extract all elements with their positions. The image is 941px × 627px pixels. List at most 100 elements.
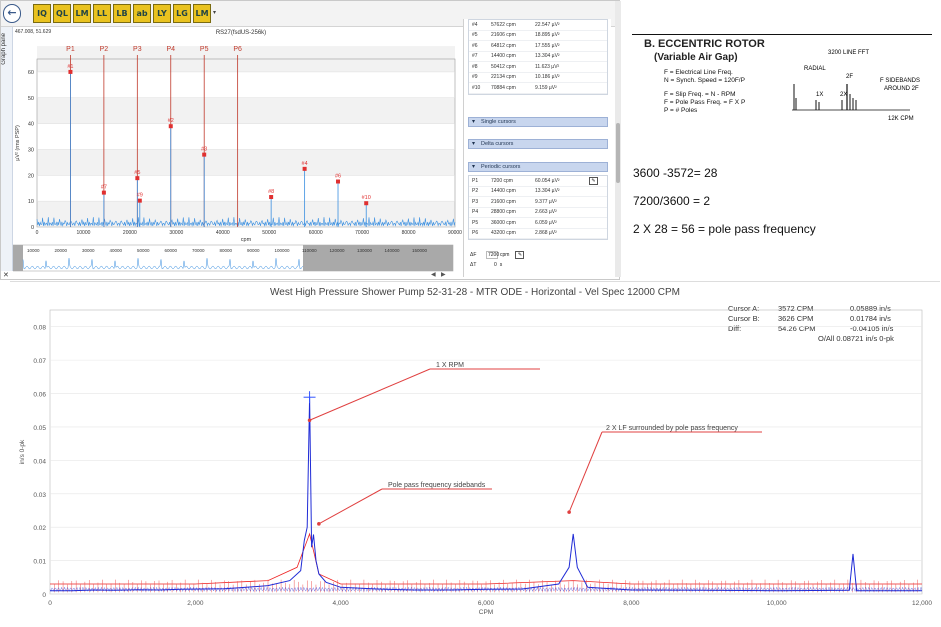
- scrollbar-thumb[interactable]: [616, 123, 620, 183]
- tool-ll-button[interactable]: LL: [93, 4, 111, 23]
- bottom-spectrum-chart[interactable]: 0 0.01 0.02 0.03 0.04 0.05 0.06 0.07 0.08 0 2,000 4…: [10, 282, 940, 626]
- reference-top-rule: [632, 34, 932, 35]
- tool-ly-button[interactable]: LY: [153, 4, 171, 23]
- delta-f-edit-icon[interactable]: ✎: [515, 251, 525, 259]
- diff-x: 54.26 CPM: [778, 324, 816, 333]
- peak-cursor-row[interactable]: #5 21606 cpm 18.895 µV²: [469, 31, 607, 41]
- periodic-cursor-row[interactable]: P1 7200 cpm 60.054 µV² ✎: [469, 176, 607, 187]
- delta-t-unit: s: [499, 262, 503, 268]
- equation-3: 2 X 28 = 56 = pole pass frequency: [633, 222, 816, 236]
- periodic-cursors-header[interactable]: Periodic cursors: [468, 162, 608, 172]
- back-button[interactable]: ←: [3, 4, 21, 23]
- periodic-cursor-label: P3: [133, 46, 142, 53]
- x-tick-label: 12,000: [912, 600, 932, 607]
- periodic-cursor-id: P5: [472, 219, 479, 226]
- peak-marker: [202, 152, 207, 157]
- x-tick-label: 4,000: [333, 600, 350, 607]
- scroll-right-icon[interactable]: ▶: [441, 272, 446, 278]
- tool-ql-button[interactable]: QL: [53, 4, 71, 23]
- tool-lm-button[interactable]: LM: [73, 4, 91, 23]
- delta-f-row: ΔF 7200 cpm ✎: [470, 251, 525, 259]
- periodic-cursor-row[interactable]: P6 43200 cpm 2.868 µV²: [469, 229, 607, 239]
- reference-line-4: F = Pole Pass Freq. = F X P: [664, 99, 746, 106]
- peak-marker: [168, 124, 173, 129]
- delta-cursors-header[interactable]: Delta cursors: [468, 139, 608, 149]
- peak-marker: [101, 190, 106, 195]
- periodic-cursor-freq: 14400 cpm: [491, 188, 516, 195]
- delta-f-input[interactable]: 7200: [486, 251, 500, 259]
- y-tick-label: 0.05: [33, 425, 46, 432]
- annotation-point: [317, 522, 321, 526]
- close-icon[interactable]: ✕: [3, 272, 9, 279]
- peak-cursor-row[interactable]: #4 57622 cpm 22.547 µV²: [469, 20, 607, 31]
- peak-cursor-freq: 64812 cpm: [491, 42, 516, 49]
- peak-cursor-row[interactable]: #10 70884 cpm 9.159 µV²: [469, 83, 607, 94]
- periodic-cursor-id: P6: [472, 230, 479, 237]
- overview-tick-label: 40000: [110, 248, 123, 253]
- periodic-cursor-row[interactable]: P5 36000 cpm 6.059 µV²: [469, 218, 607, 229]
- y-tick-label: 0.06: [33, 392, 46, 399]
- peak-cursor-value: 22.547 µV²: [535, 21, 560, 28]
- cursor-b-x: 3626 CPM: [778, 314, 814, 323]
- peak-marker: [302, 166, 307, 171]
- periodic-cursor-table: P1 7200 cpm 60.054 µV² ✎ P2 14400 cpm 13.304 µ…: [468, 175, 608, 240]
- annotation-label: 2 X LF surrounded by pole pass frequency: [606, 425, 738, 432]
- periodic-cursor-row[interactable]: P4 28800 cpm 2.663 µV²: [469, 208, 607, 218]
- peak-cursor-id: #8: [472, 63, 478, 70]
- top-spectrum-chart[interactable]: 0 10 20 30 40 50 60 0 10000 20000 30000 40000 50000 6…: [13, 35, 463, 275]
- peak-cursor-row[interactable]: #8 50412 cpm 11.623 µV²: [469, 62, 607, 73]
- x-tick-label: 40000: [216, 230, 230, 236]
- cursor-b-y: 0.01784 in/s: [850, 314, 891, 323]
- peak-marker: [137, 198, 142, 203]
- reference-line-3: F = Slip Freq. = N - RPM: [664, 91, 736, 98]
- tool-iq-button[interactable]: IQ: [33, 4, 51, 23]
- delta-t-row: ΔT 0 s: [470, 262, 502, 268]
- peak-label: #10: [362, 195, 371, 201]
- tool-lg-button[interactable]: LG: [173, 4, 191, 23]
- equation-1: 3600 -3572= 28: [633, 166, 718, 180]
- x-tick-label: 6,000: [478, 600, 495, 607]
- overview-tick-label: 20000: [55, 248, 68, 253]
- overview-tick-label: 90000: [247, 248, 260, 253]
- peak-marker: [135, 176, 140, 181]
- periodic-cursor-value: 60.054 µV²: [535, 177, 560, 184]
- overview-tick-label: 80000: [220, 248, 233, 253]
- x-tick-label: 90000: [448, 230, 462, 236]
- bottom-chart-title: West High Pressure Shower Pump 52-31-28 …: [270, 287, 680, 298]
- cursor-panel: #4 57622 cpm 22.547 µV² #5 21606 cpm 18.895 µ…: [463, 19, 611, 277]
- series-line-red: [50, 532, 922, 585]
- periodic-cursor-value: 13.304 µV²: [535, 188, 560, 195]
- overview-tick-label: 130000: [357, 248, 373, 253]
- annotation-label: Pole pass frequency sidebands: [388, 482, 486, 489]
- tool-lm2-button[interactable]: LM: [193, 4, 211, 23]
- x-axis-label: cpm: [241, 237, 252, 243]
- cursor-panel-scrollbar[interactable]: [615, 1, 621, 277]
- peak-label: #2: [168, 118, 174, 124]
- y-tick-label: 10: [28, 199, 34, 205]
- periodic-cursor-freq: 21600 cpm: [491, 198, 516, 205]
- scroll-left-icon[interactable]: ◀: [431, 272, 436, 278]
- peak-cursor-row[interactable]: #9 22134 cpm 10.186 µV²: [469, 73, 607, 83]
- periodic-edit-icon[interactable]: ✎: [589, 176, 598, 185]
- diff-y: -0.04105 in/s: [850, 324, 894, 333]
- peak-cursor-freq: 21606 cpm: [491, 32, 516, 39]
- reference-fft-sketch: 3200 LINE FFT RADIAL 1X 2X 2F F SIDEBAND…: [792, 50, 920, 122]
- grid-band: [37, 97, 455, 124]
- toolbar-dropdown-icon[interactable]: ▾: [213, 10, 217, 16]
- graph-pane-tab[interactable]: Graph pane: [1, 27, 13, 271]
- peak-cursor-freq: 14400 cpm: [491, 53, 516, 60]
- peak-cursor-row[interactable]: #7 14400 cpm 13.304 µV²: [469, 52, 607, 62]
- peak-cursor-value: 9.159 µV²: [535, 84, 557, 91]
- peak-cursor-freq: 70884 cpm: [491, 84, 516, 91]
- periodic-cursor-value: 2.663 µV²: [535, 209, 557, 216]
- periodic-cursor-row[interactable]: P3 21600 cpm 9.377 µV²: [469, 197, 607, 208]
- periodic-cursor-row[interactable]: P2 14400 cpm 13.304 µV²: [469, 187, 607, 197]
- tool-ab-button[interactable]: ab: [133, 4, 151, 23]
- peak-cursor-row[interactable]: #6 64812 cpm 17.555 µV²: [469, 41, 607, 52]
- overview-tick-label: 60000: [165, 248, 178, 253]
- overview-tick-label: 140000: [385, 248, 401, 253]
- toolbar: ← IQ QL LM LL LB ab LY LG LM ▾: [1, 1, 621, 27]
- single-cursors-header[interactable]: Single cursors: [468, 117, 608, 127]
- y-tick-label: 0: [42, 592, 46, 599]
- tool-lb-button[interactable]: LB: [113, 4, 131, 23]
